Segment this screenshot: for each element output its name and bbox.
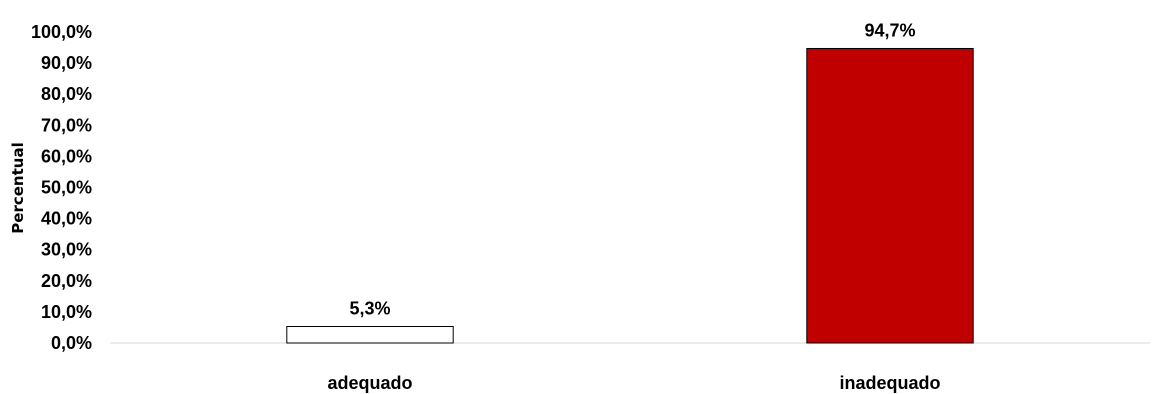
y-tick-label: 90,0% xyxy=(41,53,92,73)
data-labels: 5,3% 94,7% xyxy=(349,20,915,318)
y-tick-label: 100,0% xyxy=(31,22,92,42)
x-category-label-adequado: adequado xyxy=(327,373,412,393)
data-label-inadequado: 94,7% xyxy=(864,20,915,40)
y-tick-label: 50,0% xyxy=(41,178,92,198)
bar-adequado xyxy=(286,326,454,344)
y-tick-label: 40,0% xyxy=(41,209,92,229)
data-label-adequado: 5,3% xyxy=(349,299,390,319)
y-tick-label: 10,0% xyxy=(41,302,92,322)
y-tick-label: 70,0% xyxy=(41,115,92,135)
bars xyxy=(286,47,974,344)
y-tick-label: 20,0% xyxy=(41,271,92,291)
y-tick-label: 0,0% xyxy=(51,333,92,353)
y-axis-ticks: 0,0% 10,0% 20,0% 30,0% 40,0% 50,0% 60,0% 70,0% 8… xyxy=(31,22,92,353)
x-category-label-inadequado: inadequado xyxy=(839,373,940,393)
bar-inadequado xyxy=(806,47,974,344)
y-axis-title: Percentual xyxy=(9,142,27,233)
y-tick-label: 80,0% xyxy=(41,84,92,104)
y-tick-label: 30,0% xyxy=(41,240,92,260)
x-axis-categories: adequado inadequado xyxy=(327,373,940,393)
y-tick-label: 60,0% xyxy=(41,146,92,166)
